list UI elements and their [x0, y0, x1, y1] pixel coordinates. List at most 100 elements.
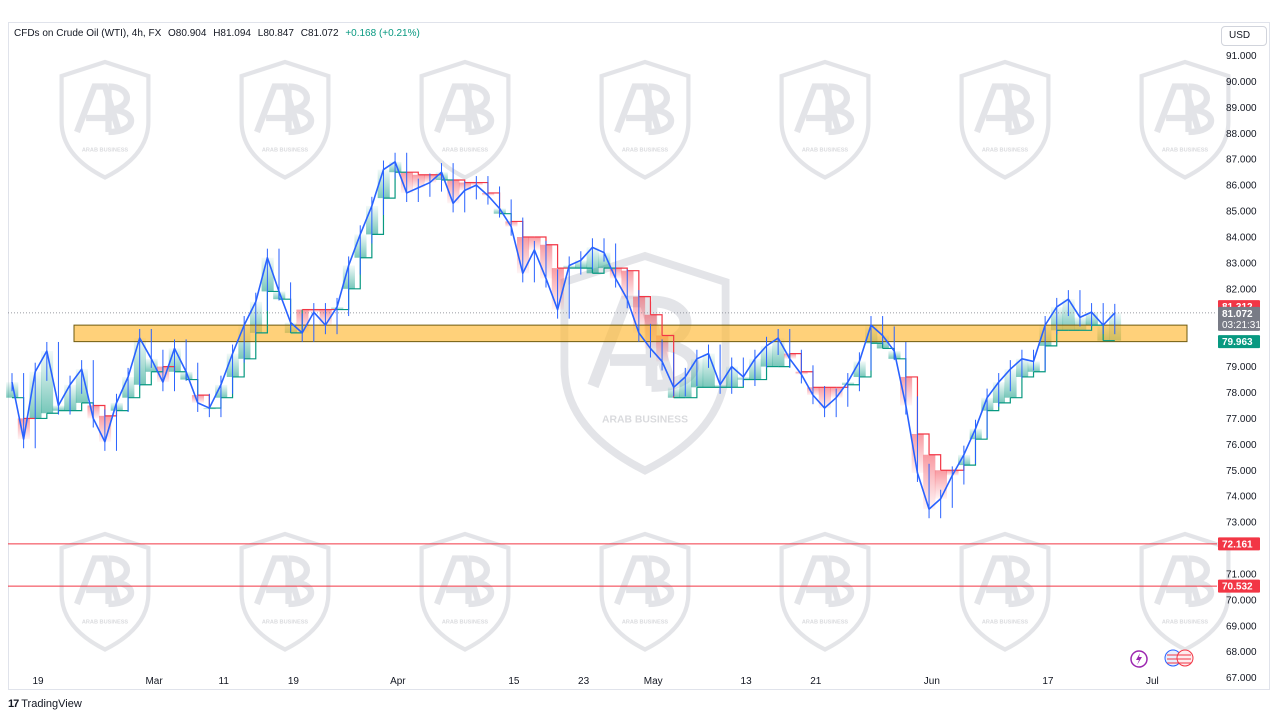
watermark-letter: [645, 83, 675, 136]
watermark-shield: [419, 59, 511, 180]
watermark-letter: [254, 555, 303, 606]
change-value: +0.168 (+0.21%): [345, 28, 420, 39]
watermark-shield: [239, 59, 331, 180]
trail-step: [1021, 371, 1035, 378]
watermark-shield: [1139, 531, 1231, 652]
watermark-letter: [1154, 83, 1203, 134]
watermark-text: ARAB BUSINESS: [262, 148, 309, 154]
currency-selector[interactable]: USD: [1221, 26, 1267, 46]
price-label-text: 79.963: [1222, 337, 1253, 348]
watermark-text: ARAB BUSINESS: [802, 620, 849, 626]
watermark-text: ARAB BUSINESS: [1162, 620, 1209, 626]
x-tick-label: May: [644, 676, 663, 687]
y-tick-label: 83.000: [1226, 258, 1257, 269]
watermark-logo: ARAB BUSINESS: [239, 531, 331, 652]
watermark-logo: ARAB BUSINESS: [1139, 59, 1231, 180]
trail-step: [139, 371, 152, 386]
y-tick-label: 67.000: [1226, 673, 1257, 684]
x-tick-label: Mar: [145, 676, 163, 687]
trail-step: [685, 387, 698, 399]
symbol-title: CFDs on Crude Oil (WTI), 4h, FX: [14, 28, 162, 39]
trail-step: [244, 332, 257, 360]
trail-step: [1010, 376, 1023, 399]
y-tick-label: 68.000: [1226, 647, 1257, 658]
x-tick-label: Jul: [1146, 676, 1159, 687]
watermark-logo: ARAB BUSINESS: [779, 59, 871, 180]
y-tick-label: 91.000: [1226, 51, 1257, 62]
watermark-shield: [239, 531, 331, 652]
watermark-letter: [794, 83, 843, 134]
price-axis: 91.000 90.000 89.000 88.000 87.000 86.000 85.0…: [1226, 51, 1257, 684]
trail-step: [627, 270, 640, 297]
watermark-shield: [599, 531, 691, 652]
trail-step: [917, 433, 930, 455]
x-tick-label: 21: [810, 676, 822, 687]
countdown-label-text: 03:21:31: [1222, 320, 1261, 331]
watermark-letter: [285, 555, 315, 608]
watermark-shield: [599, 59, 691, 180]
x-tick-label: Apr: [390, 676, 406, 687]
chart-icons: [1130, 649, 1194, 668]
trail-step: [929, 454, 942, 471]
watermark-shield: [779, 59, 871, 180]
resistance-zone-box[interactable]: [73, 324, 1188, 343]
us-flag-stripes: [1167, 654, 1191, 664]
watermark-letter: [434, 555, 483, 606]
watermark-text: ARAB BUSINESS: [982, 148, 1029, 154]
watermark-letter: [825, 555, 855, 608]
trail-step: [81, 402, 94, 406]
watermark-logo: ARAB BUSINESS: [1139, 531, 1231, 652]
watermark-text: ARAB BUSINESS: [622, 620, 669, 626]
y-tick-label: 90.000: [1226, 77, 1257, 88]
x-tick-label: Jun: [924, 676, 940, 687]
trail-step: [545, 244, 559, 269]
lightning-icon[interactable]: [1130, 650, 1148, 668]
y-tick-label: 87.000: [1226, 155, 1257, 166]
watermark-layer: ARAB BUSINESS ARAB BUSINESS ARAB BUSINESS A…: [59, 59, 1231, 652]
y-tick-label: 73.000: [1226, 518, 1257, 529]
trail-step: [70, 402, 83, 412]
us-flag-icon[interactable]: [1176, 649, 1194, 667]
watermark-letter: [254, 83, 303, 134]
horizontal-levels: [8, 312, 1217, 587]
watermark-shield: [779, 531, 871, 652]
trail-step: [232, 358, 245, 378]
chart-legend-header: CFDs on Crude Oil (WTI), 4h, FX O80.904 …: [14, 28, 424, 39]
watermark-shield: [419, 531, 511, 652]
resistance-zone: [73, 324, 1188, 343]
watermark-logo: ARAB BUSINESS: [959, 531, 1051, 652]
y-tick-label: 88.000: [1226, 129, 1257, 140]
watermark-letter: [465, 83, 495, 136]
watermark-letter: [105, 83, 135, 136]
watermark-letter: [434, 83, 483, 134]
x-tick-label: 13: [741, 676, 753, 687]
watermark-text: ARAB BUSINESS: [262, 620, 309, 626]
price-label-bg: [1218, 537, 1260, 551]
watermark-shield: [59, 531, 151, 652]
x-tick-label: 23: [578, 676, 590, 687]
watermark-logo: ARAB BUSINESS: [239, 59, 331, 180]
watermark-text: ARAB BUSINESS: [802, 148, 849, 154]
watermark-letter: [105, 555, 135, 608]
watermark-letter: [1005, 83, 1035, 136]
y-tick-label: 85.000: [1226, 207, 1257, 218]
y-tick-label: 89.000: [1226, 103, 1257, 114]
trail-step: [650, 314, 663, 336]
trail-step: [1079, 325, 1093, 331]
price-label-text: 81.072: [1222, 309, 1253, 320]
y-tick-label: 69.000: [1226, 621, 1257, 632]
watermark-logo: ARAB BUSINESS: [599, 59, 691, 180]
tradingview-logo[interactable]: 17 TradingView: [8, 698, 82, 710]
watermark-text: ARAB BUSINESS: [442, 148, 489, 154]
watermark-logo: ARAB BUSINESS: [419, 531, 511, 652]
low-value: L80.847: [257, 28, 294, 39]
x-tick-label: 11: [219, 676, 230, 687]
chart-frame[interactable]: [8, 22, 1270, 690]
y-tick-label: 71.000: [1226, 569, 1257, 580]
y-tick-label: 78.000: [1226, 388, 1257, 399]
watermark-letter: [974, 83, 1023, 134]
price-series: [11, 152, 1116, 519]
trail-step: [638, 296, 652, 315]
watermark-logo: ARAB BUSINESS: [779, 531, 871, 652]
